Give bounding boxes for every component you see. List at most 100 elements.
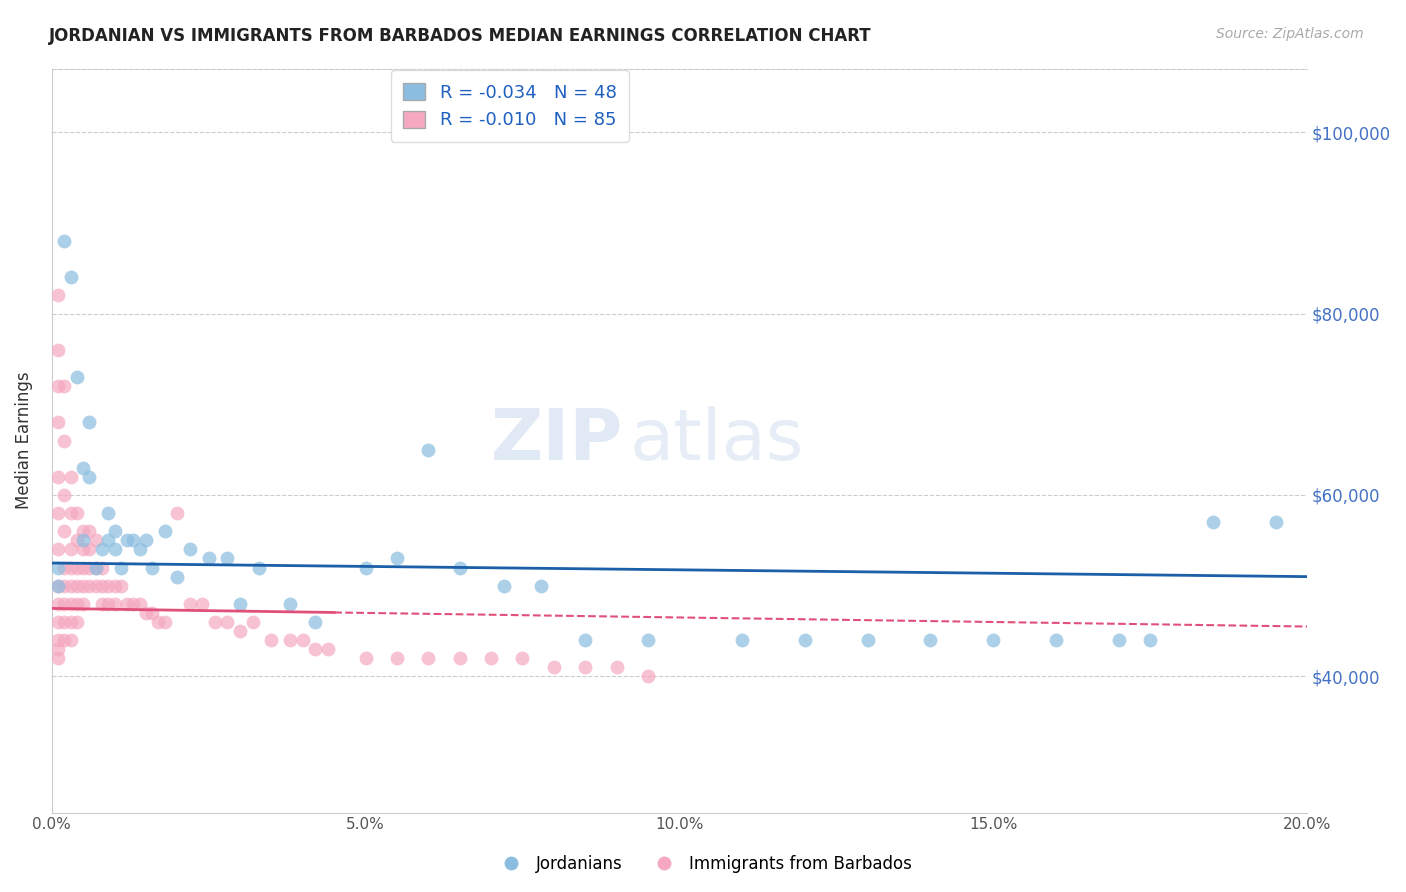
Point bbox=[278, 633, 301, 648]
Point bbox=[354, 560, 377, 574]
Point bbox=[79, 579, 101, 593]
Point bbox=[53, 234, 76, 248]
Point bbox=[103, 524, 125, 539]
Point bbox=[103, 542, 125, 557]
Point bbox=[66, 533, 89, 548]
Point bbox=[479, 651, 502, 665]
Point bbox=[637, 669, 659, 683]
Point bbox=[79, 416, 101, 430]
Point bbox=[46, 579, 69, 593]
Point bbox=[260, 633, 283, 648]
Point bbox=[141, 560, 163, 574]
Point bbox=[97, 506, 120, 520]
Point bbox=[59, 633, 82, 648]
Point bbox=[46, 651, 69, 665]
Point bbox=[72, 560, 94, 574]
Point bbox=[530, 579, 553, 593]
Point bbox=[84, 560, 107, 574]
Point bbox=[84, 579, 107, 593]
Point bbox=[66, 597, 89, 611]
Point bbox=[304, 642, 326, 657]
Point bbox=[574, 633, 596, 648]
Point bbox=[278, 597, 301, 611]
Point bbox=[59, 470, 82, 484]
Point bbox=[449, 651, 471, 665]
Legend: R = -0.034   N = 48, R = -0.010   N = 85: R = -0.034 N = 48, R = -0.010 N = 85 bbox=[391, 70, 628, 142]
Point bbox=[84, 533, 107, 548]
Point bbox=[247, 560, 270, 574]
Point bbox=[66, 370, 89, 384]
Point bbox=[217, 615, 239, 629]
Point bbox=[53, 579, 76, 593]
Point bbox=[53, 524, 76, 539]
Point bbox=[148, 615, 170, 629]
Point bbox=[46, 288, 69, 302]
Point bbox=[79, 542, 101, 557]
Point bbox=[141, 606, 163, 620]
Point bbox=[179, 542, 201, 557]
Point bbox=[153, 615, 176, 629]
Point bbox=[46, 416, 69, 430]
Point bbox=[731, 633, 754, 648]
Text: JORDANIAN VS IMMIGRANTS FROM BARBADOS MEDIAN EARNINGS CORRELATION CHART: JORDANIAN VS IMMIGRANTS FROM BARBADOS ME… bbox=[49, 27, 872, 45]
Point bbox=[66, 579, 89, 593]
Point bbox=[128, 542, 150, 557]
Point bbox=[543, 660, 565, 674]
Point bbox=[354, 651, 377, 665]
Point bbox=[66, 560, 89, 574]
Point bbox=[46, 633, 69, 648]
Point bbox=[91, 560, 114, 574]
Point bbox=[72, 460, 94, 475]
Point bbox=[229, 597, 252, 611]
Point bbox=[191, 597, 214, 611]
Point bbox=[59, 615, 82, 629]
Text: ZIP: ZIP bbox=[491, 406, 623, 475]
Point bbox=[115, 597, 138, 611]
Point bbox=[115, 533, 138, 548]
Point bbox=[53, 560, 76, 574]
Legend: Jordanians, Immigrants from Barbados: Jordanians, Immigrants from Barbados bbox=[488, 848, 918, 880]
Point bbox=[103, 597, 125, 611]
Point bbox=[128, 597, 150, 611]
Point bbox=[637, 633, 659, 648]
Point bbox=[135, 606, 157, 620]
Point bbox=[981, 633, 1004, 648]
Point bbox=[46, 615, 69, 629]
Point bbox=[53, 488, 76, 502]
Point bbox=[79, 524, 101, 539]
Point bbox=[46, 560, 69, 574]
Point bbox=[97, 579, 120, 593]
Point bbox=[1202, 515, 1225, 529]
Point bbox=[84, 560, 107, 574]
Point bbox=[122, 597, 145, 611]
Point bbox=[72, 533, 94, 548]
Point bbox=[110, 560, 132, 574]
Y-axis label: Median Earnings: Median Earnings bbox=[15, 372, 32, 509]
Point bbox=[606, 660, 628, 674]
Point bbox=[574, 660, 596, 674]
Point bbox=[449, 560, 471, 574]
Point bbox=[97, 597, 120, 611]
Point bbox=[166, 506, 188, 520]
Point bbox=[166, 569, 188, 583]
Point bbox=[385, 551, 408, 566]
Point bbox=[53, 379, 76, 393]
Point bbox=[46, 470, 69, 484]
Point bbox=[53, 434, 76, 448]
Point bbox=[179, 597, 201, 611]
Text: atlas: atlas bbox=[628, 406, 804, 475]
Point bbox=[66, 506, 89, 520]
Point bbox=[217, 551, 239, 566]
Point bbox=[242, 615, 264, 629]
Point bbox=[72, 542, 94, 557]
Point bbox=[418, 651, 440, 665]
Point bbox=[53, 597, 76, 611]
Point bbox=[91, 597, 114, 611]
Point bbox=[153, 524, 176, 539]
Point bbox=[229, 624, 252, 638]
Point bbox=[204, 615, 226, 629]
Point bbox=[53, 615, 76, 629]
Point bbox=[46, 642, 69, 657]
Point bbox=[59, 579, 82, 593]
Point bbox=[91, 542, 114, 557]
